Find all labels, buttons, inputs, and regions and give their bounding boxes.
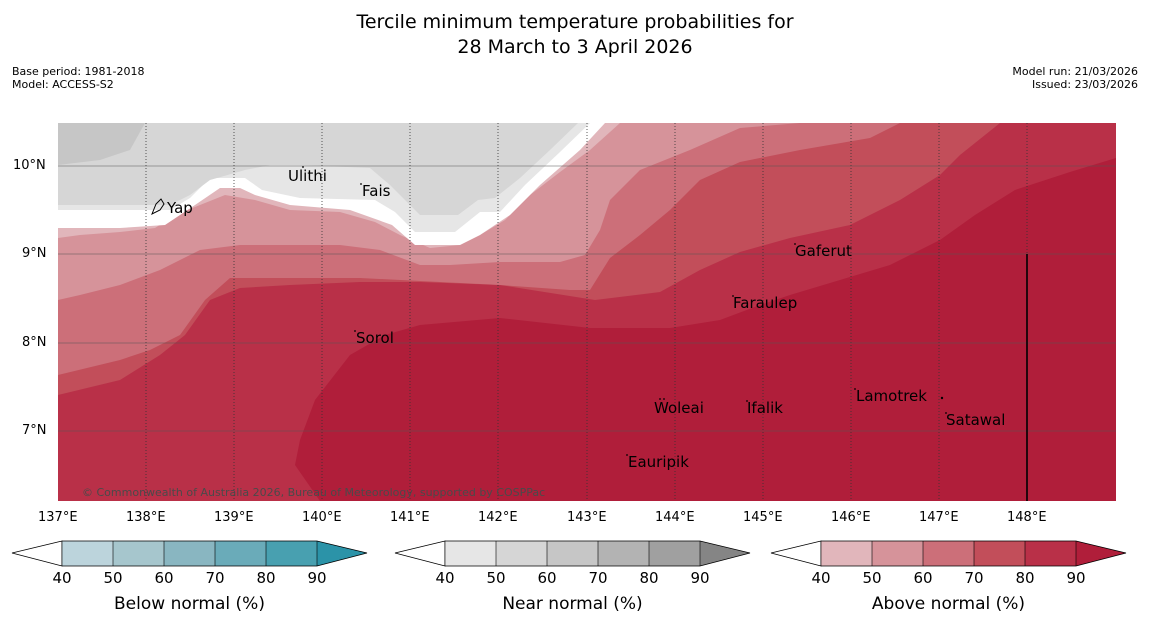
place-woleai: Woleai — [654, 399, 704, 417]
above-normal-label: Above normal (%) — [871, 594, 1026, 614]
below-tick-60: 60 — [154, 569, 174, 587]
place-satawal: Satawal — [946, 411, 1005, 429]
lat-label-9n: 9°N — [22, 246, 47, 261]
fill-near-60 — [58, 123, 145, 165]
above-tick-80: 80 — [1015, 569, 1035, 587]
island-dots — [302, 166, 947, 456]
above-tick-60: 60 — [913, 569, 933, 587]
lon-label-143e: 143°E — [567, 510, 607, 525]
near-tick-90: 90 — [690, 569, 710, 587]
issued-date: Issued: 23/03/2026 — [1031, 78, 1138, 91]
near-tick-70: 70 — [588, 569, 608, 587]
meta-left: Base period: 1981-2018 Model: ACCESS-S2 — [12, 65, 144, 91]
below-normal-label: Below normal (%) — [114, 594, 265, 614]
colorbar-below — [11, 540, 368, 567]
above-tick-70: 70 — [964, 569, 984, 587]
chart-title-line1: Tercile minimum temperature probabilitie… — [356, 11, 794, 33]
lon-label-137e: 137°E — [38, 510, 78, 525]
model-name: Model: ACCESS-S2 — [12, 78, 114, 91]
lon-label-141e: 141°E — [390, 510, 430, 525]
lon-label-139e: 139°E — [214, 510, 254, 525]
place-gaferut: Gaferut — [795, 242, 852, 260]
fill-near-50 — [58, 123, 578, 215]
below-tick-70: 70 — [205, 569, 225, 587]
colorbar-above — [770, 540, 1127, 567]
near-tick-40: 40 — [435, 569, 455, 587]
place-labels: Ulithi Fais Yap Gaferut Faraulep Sorol W… — [166, 167, 1005, 471]
above-tick-50: 50 — [862, 569, 882, 587]
place-fais: Fais — [362, 182, 391, 200]
grid-lines — [145, 123, 1028, 501]
near-normal-label: Near normal (%) — [502, 594, 643, 614]
below-tick-80: 80 — [256, 569, 276, 587]
place-sorol: Sorol — [356, 329, 394, 347]
place-yap: Yap — [166, 199, 193, 217]
model-run: Model run: 21/03/2026 — [1012, 65, 1138, 78]
lon-label-146e: 146°E — [831, 510, 871, 525]
lat-label-10n: 10°N — [13, 158, 46, 173]
meta-right: Model run: 21/03/2026 Issued: 23/03/2026 — [1012, 65, 1138, 91]
lat-label-8n: 8°N — [22, 335, 47, 350]
above-tick-40: 40 — [811, 569, 831, 587]
place-eauripik: Eauripik — [628, 453, 689, 471]
colorbar-near — [394, 540, 751, 567]
chart-title-line2: 28 March to 3 April 2026 — [457, 36, 693, 58]
lon-label-148e: 148°E — [1007, 510, 1047, 525]
below-tick-40: 40 — [52, 569, 72, 587]
lat-lines — [58, 165, 1116, 432]
below-tick-50: 50 — [103, 569, 123, 587]
place-ulithi: Ulithi — [288, 167, 327, 185]
below-tick-90: 90 — [307, 569, 327, 587]
base-period: Base period: 1981-2018 — [12, 65, 145, 78]
place-faraulep: Faraulep — [733, 294, 797, 312]
near-tick-60: 60 — [537, 569, 557, 587]
place-lamotrek: Lamotrek — [856, 387, 927, 405]
lon-label-140e: 140°E — [302, 510, 342, 525]
lon-label-144e: 144°E — [655, 510, 695, 525]
lon-label-142e: 142°E — [478, 510, 518, 525]
lon-label-145e: 145°E — [743, 510, 783, 525]
above-tick-90: 90 — [1066, 569, 1086, 587]
lon-label-138e: 138°E — [126, 510, 166, 525]
near-tick-80: 80 — [639, 569, 659, 587]
lon-label-147e: 147°E — [919, 510, 959, 525]
near-tick-50: 50 — [486, 569, 506, 587]
yap-island — [151, 198, 165, 216]
place-ifalik: Ifalik — [747, 399, 783, 417]
copyright-text: © Commonwealth of Australia 2026, Bureau… — [82, 486, 545, 499]
lat-label-7n: 7°N — [22, 423, 47, 438]
